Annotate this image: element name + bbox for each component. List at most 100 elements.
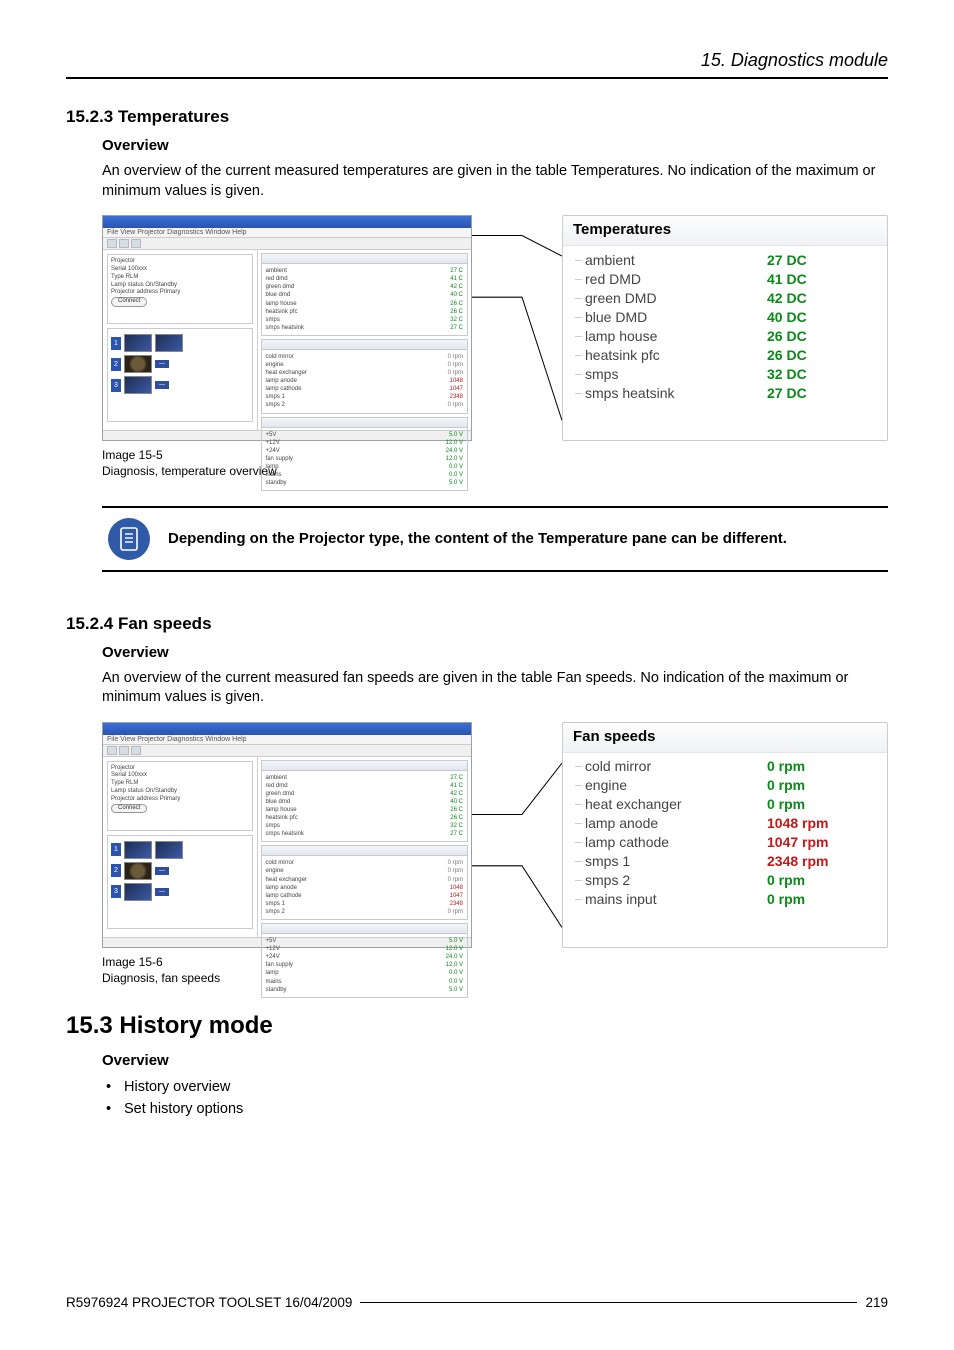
list-item: Set history options bbox=[102, 1099, 888, 1121]
menubar: File View Projector Diagnostics Window H… bbox=[103, 735, 471, 745]
row-value: 26 DC bbox=[767, 347, 877, 363]
tool-icon bbox=[107, 239, 117, 248]
row-label: smps 2 bbox=[585, 872, 767, 888]
row-value: 40 DC bbox=[767, 309, 877, 325]
tool-icon bbox=[107, 746, 117, 755]
toolbar bbox=[103, 745, 471, 757]
row-value: 41 DC bbox=[767, 271, 877, 287]
running-head: 15. Diagnostics module bbox=[66, 50, 888, 79]
row-value: 27 DC bbox=[767, 252, 877, 268]
table-row: lamp house26 DC bbox=[563, 326, 887, 345]
section-heading-history: 15.3 History mode bbox=[66, 1012, 888, 1040]
app-screenshot-thumb: File View Projector Diagnostics Window H… bbox=[102, 215, 472, 441]
row-label: smps bbox=[585, 366, 767, 382]
row-label: heatsink pfc bbox=[585, 347, 767, 363]
mini-pane-temperatures: ambient27 Cred dmd41 Cgreen dmd42 Cblue … bbox=[261, 253, 468, 336]
preview-strip: 1 2— 3— bbox=[107, 328, 253, 422]
figure-temperatures: File View Projector Diagnostics Window H… bbox=[102, 215, 888, 441]
figure-fanspeeds: File View Projector Diagnostics Window H… bbox=[102, 722, 888, 948]
table-row: lamp anode1048 rpm bbox=[563, 814, 887, 833]
tool-icon bbox=[119, 239, 129, 248]
connect-button: Connect bbox=[111, 297, 147, 307]
row-label: engine bbox=[585, 777, 767, 793]
table-row: mains input0 rpm bbox=[563, 890, 887, 909]
overview-heading: Overview bbox=[102, 1052, 888, 1069]
footer-left: R5976924 PROJECTOR TOOLSET 16/04/2009 bbox=[66, 1295, 352, 1310]
mini-pane-voltages: +5V5.0 V+12V12.0 V+24V24.0 Vfan supply12… bbox=[261, 417, 468, 492]
table-row: smps 20 rpm bbox=[563, 871, 887, 890]
table-row: blue DMD40 DC bbox=[563, 307, 887, 326]
preview-strip: 1 2— 3— bbox=[107, 835, 253, 929]
callout-lines bbox=[472, 722, 562, 948]
titlebar bbox=[103, 723, 471, 735]
page-footer: R5976924 PROJECTOR TOOLSET 16/04/2009 21… bbox=[66, 1295, 888, 1310]
list-item: History overview bbox=[102, 1077, 888, 1099]
table-row: smps heatsink27 DC bbox=[563, 383, 887, 402]
section-heading-temperatures: 15.2.3 Temperatures bbox=[66, 107, 888, 127]
footer-page-number: 219 bbox=[865, 1295, 888, 1310]
figure-caption: Image 15-5 Diagnosis, temperature overvi… bbox=[102, 447, 888, 479]
overview-paragraph: An overview of the current measured temp… bbox=[102, 162, 888, 201]
mini-pane-temperatures: ambient27 Cred dmd41 Cgreen dmd42 Cblue … bbox=[261, 760, 468, 843]
tool-icon bbox=[119, 746, 129, 755]
thumb-tag: — bbox=[155, 867, 169, 875]
tool-icon bbox=[131, 239, 141, 248]
table-row: engine0 rpm bbox=[563, 776, 887, 795]
table-row: heat exchanger0 rpm bbox=[563, 795, 887, 814]
row-value: 32 DC bbox=[767, 366, 877, 382]
tool-icon bbox=[131, 746, 141, 755]
caption-line: Image 15-6 bbox=[102, 955, 163, 969]
projector-info-panel: ProjectorSerial 100xxxType RLMLamp statu… bbox=[107, 254, 253, 324]
table-row: heatsink pfc26 DC bbox=[563, 345, 887, 364]
row-value: 2348 rpm bbox=[767, 853, 877, 869]
row-value: 1047 rpm bbox=[767, 834, 877, 850]
table-row: ambient27 DC bbox=[563, 250, 887, 269]
row-label: red DMD bbox=[585, 271, 767, 287]
table-row: green DMD42 DC bbox=[563, 288, 887, 307]
row-value: 0 rpm bbox=[767, 758, 877, 774]
table-title: Temperatures bbox=[563, 216, 887, 246]
projector-info-panel: ProjectorSerial 100xxxType RLMLamp statu… bbox=[107, 761, 253, 831]
row-label: cold mirror bbox=[585, 758, 767, 774]
table-row: smps 12348 rpm bbox=[563, 852, 887, 871]
fanspeeds-table: Fan speeds cold mirror0 rpmengine0 rpmhe… bbox=[562, 722, 888, 948]
row-value: 0 rpm bbox=[767, 796, 877, 812]
figure-caption: Image 15-6 Diagnosis, fan speeds bbox=[102, 954, 888, 986]
row-label: lamp house bbox=[585, 328, 767, 344]
thumb-tag: — bbox=[155, 381, 169, 389]
note-text: Depending on the Projector type, the con… bbox=[168, 530, 787, 547]
row-value: 42 DC bbox=[767, 290, 877, 306]
row-value: 26 DC bbox=[767, 328, 877, 344]
overview-heading: Overview bbox=[102, 137, 888, 154]
caption-line: Image 15-5 bbox=[102, 448, 163, 462]
mini-pane-fanspeeds: cold mirror0 rpmengine0 rpmheat exchange… bbox=[261, 845, 468, 920]
titlebar bbox=[103, 216, 471, 228]
thumb-tag: — bbox=[155, 888, 169, 896]
section-heading-fanspeeds: 15.2.4 Fan speeds bbox=[66, 614, 888, 634]
table-row: cold mirror0 rpm bbox=[563, 757, 887, 776]
row-value: 27 DC bbox=[767, 385, 877, 401]
callout-lines bbox=[472, 215, 562, 441]
row-value: 0 rpm bbox=[767, 777, 877, 793]
row-value: 0 rpm bbox=[767, 872, 877, 888]
thumb-tag: — bbox=[155, 360, 169, 368]
menubar: File View Projector Diagnostics Window H… bbox=[103, 228, 471, 238]
row-label: smps heatsink bbox=[585, 385, 767, 401]
caption-line: Diagnosis, temperature overview bbox=[102, 464, 277, 478]
toolbar bbox=[103, 238, 471, 250]
note-box: Depending on the Projector type, the con… bbox=[102, 506, 888, 572]
row-value: 1048 rpm bbox=[767, 815, 877, 831]
overview-paragraph: An overview of the current measured fan … bbox=[102, 669, 888, 708]
row-label: green DMD bbox=[585, 290, 767, 306]
app-screenshot-thumb: File View Projector Diagnostics Window H… bbox=[102, 722, 472, 948]
table-row: lamp cathode1047 rpm bbox=[563, 833, 887, 852]
history-bullets: History overviewSet history options bbox=[102, 1077, 888, 1121]
row-label: blue DMD bbox=[585, 309, 767, 325]
overview-heading: Overview bbox=[102, 644, 888, 661]
row-label: smps 1 bbox=[585, 853, 767, 869]
caption-line: Diagnosis, fan speeds bbox=[102, 971, 220, 985]
connect-button: Connect bbox=[111, 804, 147, 814]
row-label: lamp cathode bbox=[585, 834, 767, 850]
row-label: lamp anode bbox=[585, 815, 767, 831]
page: 15. Diagnostics module 15.2.3 Temperatur… bbox=[0, 0, 954, 1350]
